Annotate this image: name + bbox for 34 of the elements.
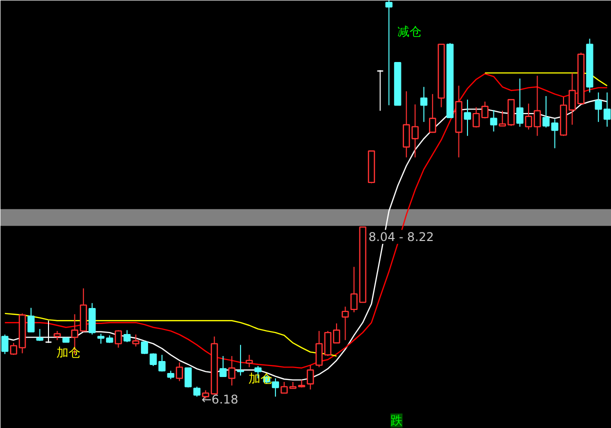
candlestick (236, 344, 244, 376)
candlestick (54, 330, 61, 341)
annotation: 加仓 (56, 346, 80, 360)
candlestick (10, 342, 18, 356)
candlestick (44, 320, 52, 344)
candlestick (184, 367, 192, 388)
candlestick (246, 354, 253, 368)
candlestick (428, 94, 436, 133)
candlestick (132, 334, 140, 347)
candlestick (193, 386, 200, 398)
candlestick (123, 330, 131, 343)
candlestick (385, 0, 392, 106)
candlestick (516, 78, 524, 128)
candlestick (376, 70, 384, 112)
candlestick (420, 86, 428, 122)
candlestick (140, 340, 148, 355)
candlestick (316, 330, 323, 368)
band-label: 8.04 - 8.22 (368, 230, 434, 244)
candlestick (464, 99, 472, 136)
candlestick (342, 306, 349, 341)
candlestick (220, 356, 227, 377)
candlestick (36, 328, 44, 342)
candlestick (280, 381, 288, 394)
candlestick (114, 330, 122, 348)
candlestick (1, 334, 8, 355)
annotation: 减仓 (398, 24, 422, 38)
candlestick (27, 307, 35, 332)
candlestick (490, 109, 498, 132)
candlestick (88, 302, 96, 336)
annotation: ←6.18 (202, 392, 238, 406)
candlestick (306, 364, 314, 390)
candlestick (228, 356, 236, 386)
text: 跌 (390, 414, 402, 428)
candlestick (176, 362, 184, 382)
